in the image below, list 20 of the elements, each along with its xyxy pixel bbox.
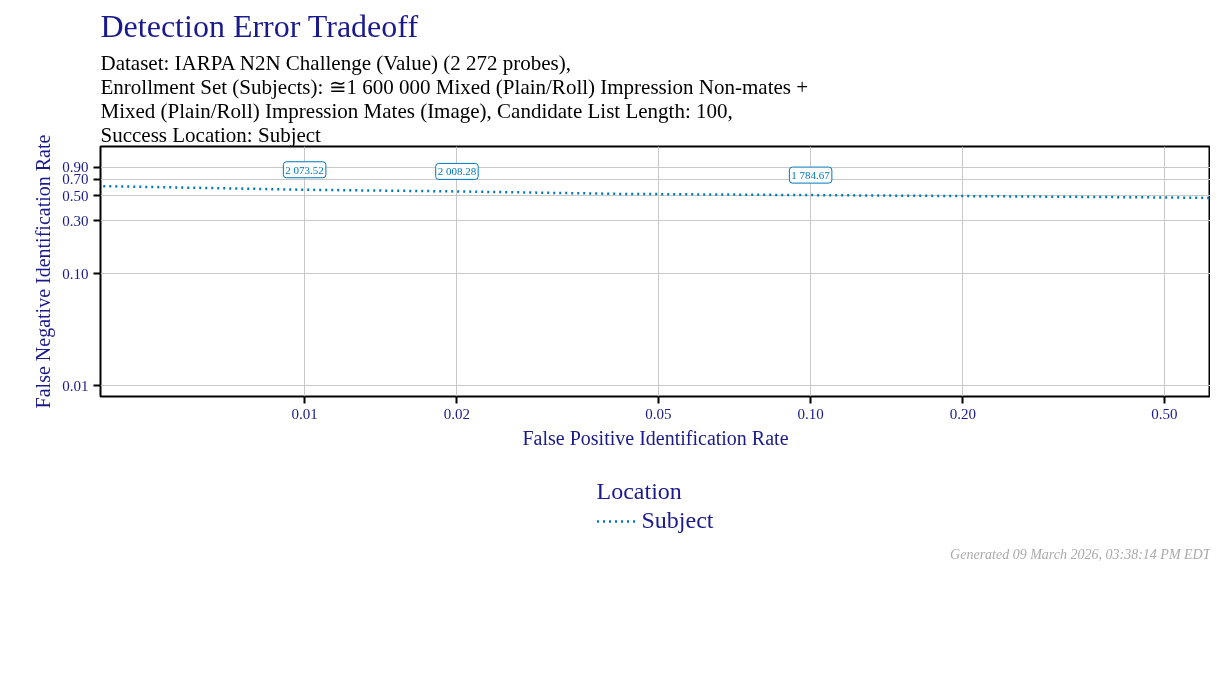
y-tick-label: 0.10 bbox=[62, 265, 89, 282]
x-tick-label: 0.50 bbox=[1151, 405, 1178, 422]
y-tick-label: 0.70 bbox=[62, 171, 89, 188]
y-axis-title: False Negative Identification Rate bbox=[32, 134, 56, 409]
annotation: 1 784.67 bbox=[791, 169, 831, 182]
y-tick-label: 0.30 bbox=[62, 212, 89, 229]
x-axis-title: False Positive Identification Rate bbox=[522, 426, 789, 449]
legend-title: Location bbox=[596, 478, 683, 505]
x-tick-label: 0.10 bbox=[797, 405, 824, 422]
x-tick-label: 0.05 bbox=[645, 405, 672, 422]
annotation: 2 073.52 bbox=[285, 163, 324, 176]
y-tick-label: 0.50 bbox=[62, 187, 89, 204]
x-tick-label: 0.20 bbox=[949, 405, 977, 422]
x-tick-label: 0.01 bbox=[291, 405, 318, 422]
chart-title: Detection Error Tradeoff bbox=[100, 7, 419, 44]
chart-subtitle: Dataset: IARPA N2N Challenge (Value) (2 272 probes), Enrollment Set (Subjects): ≅1 600 000 Mixed (Plain/Roll) Impression Non-mates + Mixed (Plain/Roll) Impression Mates (Image), Candidate List Length: 100, Success Location: Subject bbox=[100, 50, 809, 147]
annotation: 2 008.28 bbox=[437, 165, 477, 178]
x-tick-label: 0.02 bbox=[443, 405, 471, 422]
legend-label: Subject bbox=[641, 507, 714, 534]
y-tick-label: 0.01 bbox=[62, 377, 89, 394]
